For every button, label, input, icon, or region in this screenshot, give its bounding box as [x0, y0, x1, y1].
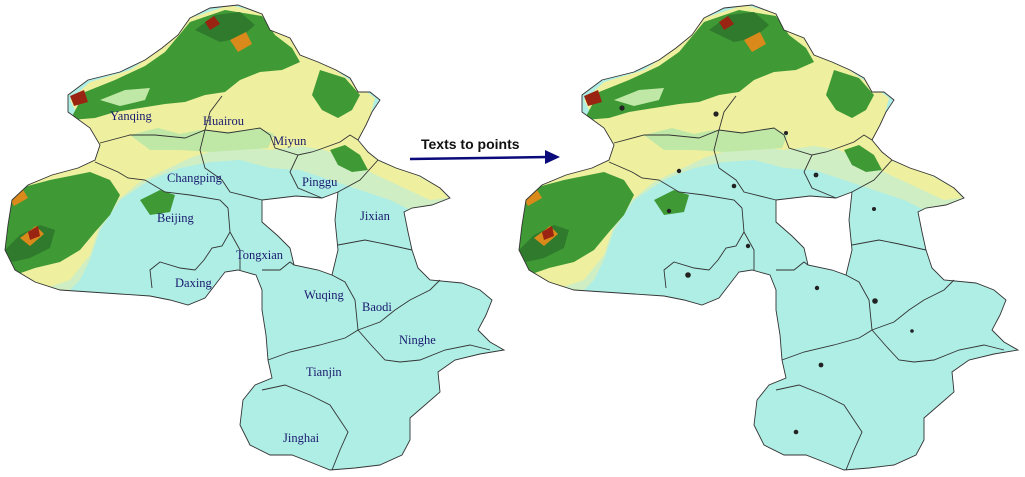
point-tianjin: [910, 329, 914, 333]
point-miyun: [784, 131, 788, 135]
point-extra: [793, 429, 799, 435]
point-baodi: [814, 285, 820, 291]
point-wuqing: [685, 272, 691, 278]
label-daxing: Daxing: [175, 276, 213, 290]
label-tianjin: Tianjin: [306, 365, 342, 379]
arrow-shaft: [409, 155, 549, 161]
label-wuqing: Wuqing: [304, 288, 345, 302]
point-jixian: [872, 207, 876, 211]
point-ninghe: [872, 298, 878, 304]
label-ninghe: Ninghe: [399, 333, 436, 347]
label-jixian: Jixian: [360, 209, 391, 223]
point-pinggu: [813, 172, 819, 178]
point-changping: [676, 168, 682, 174]
map-with-text-labels: Yanqing Huairou Miyun Changping Pinggu B…: [0, 5, 504, 470]
point-tongxian: [666, 208, 672, 214]
label-changping: Changping: [167, 171, 223, 185]
label-beijing: Beijing: [157, 211, 195, 225]
point-daxing: [745, 243, 751, 249]
point-jinghai: [818, 362, 824, 368]
label-huairou: Huairou: [203, 114, 245, 128]
transform-caption: Texts to points: [421, 136, 520, 152]
place-labels: Yanqing Huairou Miyun Changping Pinggu B…: [110, 109, 436, 445]
point-huairou: [713, 111, 719, 117]
map-with-points: [514, 5, 1018, 470]
label-jinghai: Jinghai: [283, 431, 320, 445]
label-points: [619, 105, 914, 435]
label-miyun: Miyun: [273, 134, 307, 148]
label-baodi: Baodi: [362, 300, 392, 314]
arrow-head-icon: [545, 150, 560, 164]
transform-arrow: Texts to points: [409, 136, 560, 164]
label-pinggu: Pinggu: [302, 175, 338, 189]
point-beijing: [731, 183, 737, 189]
point-yanqing: [619, 105, 625, 111]
label-yanqing: Yanqing: [110, 109, 153, 123]
label-tongxian: Tongxian: [236, 248, 284, 262]
